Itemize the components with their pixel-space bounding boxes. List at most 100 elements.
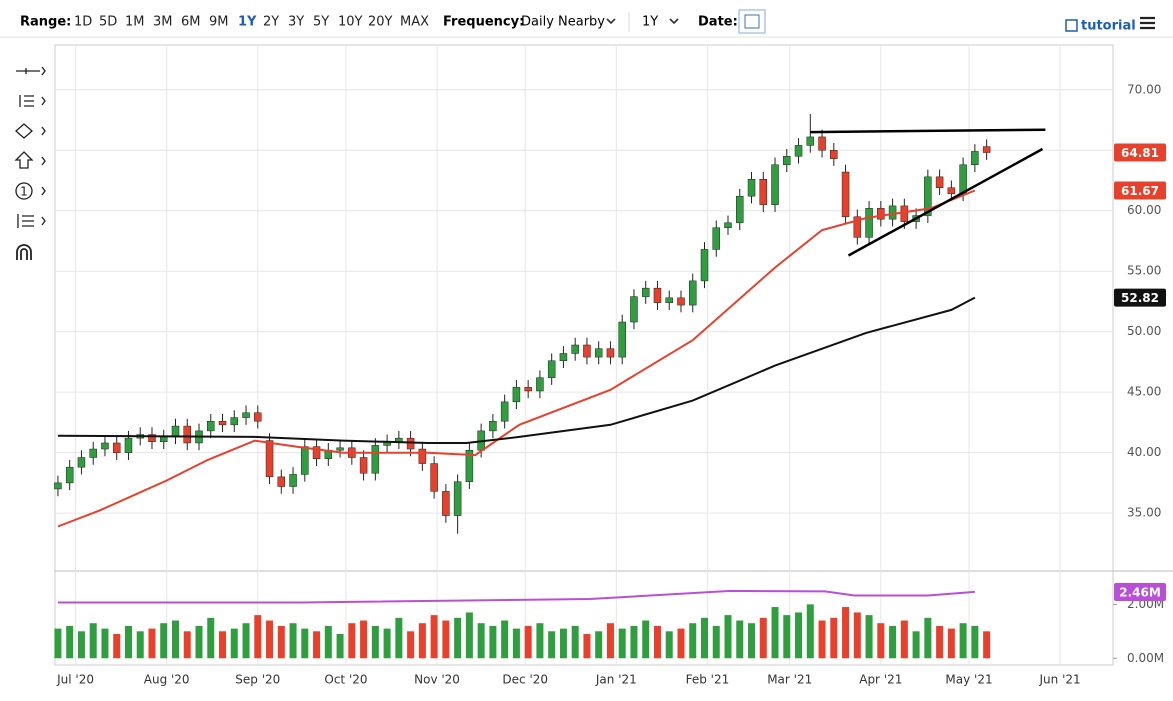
value-box — [1114, 582, 1166, 601]
candle-body — [277, 476, 286, 487]
magnet-tool[interactable] — [16, 244, 32, 260]
candle-body — [759, 179, 768, 205]
candle-body — [653, 287, 662, 303]
candle-body — [806, 136, 815, 146]
x-tick-label: May '21 — [945, 673, 992, 687]
candle-body — [171, 425, 180, 438]
range-button[interactable]: 5D — [99, 15, 117, 30]
measure-tool[interactable] — [17, 214, 34, 228]
moving-average — [57, 189, 976, 528]
volume-bar — [324, 625, 332, 659]
chevron — [669, 18, 679, 25]
volume-bar — [983, 631, 991, 659]
range-button[interactable]: 1Y — [238, 15, 257, 30]
candle-body — [512, 387, 521, 403]
period-select[interactable]: 1Y — [642, 15, 658, 30]
volume-bar — [383, 628, 391, 659]
candle-body — [935, 176, 944, 188]
range-button[interactable]: MAX — [400, 15, 429, 30]
volume-bar — [136, 631, 144, 659]
volume-bar — [689, 623, 697, 659]
volume-bar — [395, 617, 403, 659]
volume-bar — [571, 625, 579, 659]
candle-body — [54, 482, 62, 490]
volume-bar — [924, 617, 932, 659]
volume-bar — [771, 607, 779, 659]
candle-body — [712, 227, 720, 250]
range-button[interactable]: 2Y — [263, 15, 279, 30]
volume-bar — [124, 625, 132, 659]
volume-bar — [54, 628, 62, 659]
number-tool[interactable] — [15, 182, 33, 200]
volume-bar — [606, 623, 614, 659]
range-button[interactable]: 6M — [181, 15, 201, 30]
menu-button[interactable] — [1140, 16, 1155, 30]
x-tick-label: Aug '20 — [144, 673, 190, 687]
volume-bar — [630, 625, 638, 659]
volume-bar — [207, 617, 215, 659]
volume-bar — [219, 631, 227, 659]
fib-tool[interactable] — [19, 95, 34, 107]
volume-bar — [783, 615, 791, 659]
volume-bar — [277, 625, 285, 659]
candle-body — [312, 446, 321, 459]
range-button[interactable]: 1D — [74, 15, 92, 30]
volume-bar — [266, 620, 274, 659]
candle-body — [453, 481, 462, 516]
range-button[interactable]: 10Y — [338, 15, 363, 30]
volume-bar — [900, 620, 908, 659]
line-tool[interactable] — [16, 68, 40, 74]
volume-bar — [548, 631, 556, 659]
date-label: Date: — [698, 15, 738, 30]
number-tool-label: 1 — [20, 185, 28, 199]
candle-body — [230, 417, 239, 426]
candle-body — [500, 401, 509, 422]
volume-bar — [677, 628, 685, 659]
chevron — [41, 216, 46, 226]
volume-bar — [418, 623, 426, 659]
volume-bar — [454, 617, 462, 659]
volume-bar — [653, 625, 661, 659]
frequency-select[interactable]: Daily Nearby — [521, 15, 605, 30]
candle-body — [888, 205, 897, 220]
range-button[interactable]: 20Y — [368, 15, 393, 30]
volume-bar — [724, 615, 732, 659]
y-tick-label: 50.00 — [1127, 324, 1161, 338]
chevron — [41, 96, 46, 106]
arrow-tool[interactable] — [14, 151, 34, 169]
candle-body — [65, 466, 74, 484]
calendar-button[interactable] — [738, 9, 766, 34]
range-button[interactable]: 5Y — [313, 15, 329, 30]
candle-body — [641, 287, 650, 297]
volume-bar — [806, 604, 814, 659]
candle-body — [489, 420, 497, 432]
candle-body — [700, 249, 709, 282]
range-button[interactable]: 9M — [209, 15, 229, 30]
candle-body — [724, 222, 732, 228]
range-button[interactable]: 3M — [153, 15, 173, 30]
candle-body — [841, 171, 850, 218]
candle-body — [583, 344, 591, 358]
candle-body — [547, 360, 556, 378]
range-button[interactable]: 1M — [125, 15, 145, 30]
volume-bar — [524, 625, 532, 659]
volume-bar — [936, 625, 944, 659]
chevron — [41, 126, 46, 136]
volume-bar — [912, 631, 920, 659]
volume-bar — [512, 628, 520, 659]
candle-body — [254, 412, 262, 422]
candle-body — [359, 457, 368, 474]
volume-average — [57, 589, 975, 604]
candle-body — [818, 136, 826, 151]
volume-bar — [971, 625, 979, 659]
candle-body — [959, 164, 967, 195]
range-button[interactable]: 3Y — [288, 15, 304, 30]
tutorial-link[interactable]: tutorial — [1081, 19, 1136, 34]
shape-tool[interactable] — [15, 123, 33, 139]
volume-bar — [113, 634, 121, 659]
candle-body — [183, 425, 191, 444]
volume-bar — [336, 634, 344, 659]
candle-body — [265, 440, 274, 478]
volume-bar — [795, 612, 803, 659]
volume-bar — [230, 628, 238, 659]
